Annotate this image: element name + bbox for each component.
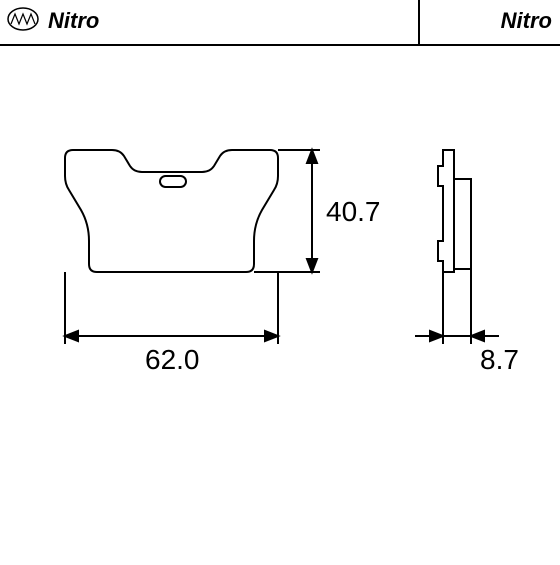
header-bar: Nitro Nitro [0,0,560,46]
side-view [438,150,471,272]
dim-width-value: 62.0 [145,344,200,376]
dim-thickness-value: 8.7 [480,344,519,376]
brand-logo [6,6,40,32]
brand-label-left: Nitro [48,8,99,34]
header-divider [418,0,420,46]
front-view [65,150,278,272]
dim-width [65,272,278,344]
dim-thickness [415,269,499,344]
dim-height-value: 40.7 [326,196,381,228]
technical-drawing: 40.7 62.0 8.7 [0,46,560,560]
brand-label-right: Nitro [501,8,552,34]
